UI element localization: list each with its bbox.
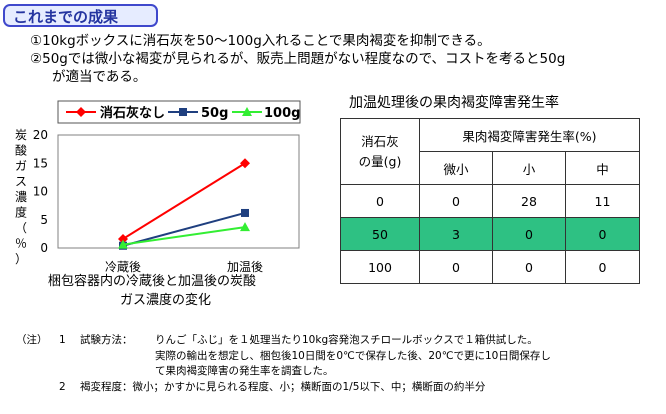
finding-2-continued: が適当である。 bbox=[52, 69, 147, 85]
table-title: 加温処理後の果肉褐変障害発生率 bbox=[349, 95, 559, 111]
finding-1: ①10kgボックスに消石灰を50～100g入れることで果肉褐変を抑制できる。 bbox=[30, 33, 491, 49]
series-group bbox=[118, 158, 250, 250]
legend-marker-100g bbox=[242, 107, 252, 116]
notes-label: （注） bbox=[16, 334, 48, 346]
y-axis-label-char: 度 bbox=[15, 205, 27, 220]
cell-value: 0 bbox=[492, 250, 566, 284]
finding-2: ②50gでは微小な褐変が見られるが、販売上問題がない程度なので、コストを考ると5… bbox=[30, 51, 566, 67]
subheader-slight: 微小 bbox=[419, 151, 493, 185]
table-row-highlighted: 50 3 0 0 bbox=[340, 217, 640, 251]
data-point bbox=[241, 208, 249, 217]
y-axis-label-char: ％ bbox=[15, 237, 27, 251]
data-point bbox=[118, 233, 128, 244]
series-line bbox=[122, 212, 246, 247]
data-point bbox=[240, 222, 250, 232]
legend-label-none: 消石灰なし bbox=[100, 105, 165, 121]
y-axis-label: 炭酸ガス濃度（ ％） bbox=[15, 128, 27, 266]
cell-amount: 100 bbox=[340, 250, 420, 284]
x-tick-label: 冷蔵後 bbox=[105, 260, 141, 274]
cell-amount: 50 bbox=[340, 217, 420, 251]
y-tick-label: 5 bbox=[40, 213, 48, 227]
cell-value: 0 bbox=[492, 217, 566, 251]
note-2-number: 2 bbox=[59, 380, 66, 393]
y-tick-label: 0 bbox=[40, 241, 48, 255]
cell-value: 11 bbox=[565, 184, 640, 218]
series-line bbox=[122, 226, 246, 246]
cell-value: 0 bbox=[565, 217, 640, 251]
table-row: 100 0 0 0 bbox=[340, 250, 640, 284]
note-2-text: 褐変程度：微小；かすかに見られる程度、小；横断面の1/5以下、中；横断面の約半分 bbox=[80, 380, 486, 393]
chart-caption-line-2: ガス濃度の変化 bbox=[120, 293, 212, 308]
amount-header: 消石灰 の量(g) bbox=[340, 118, 420, 185]
legend-marker-50g bbox=[179, 108, 187, 116]
data-point bbox=[118, 239, 128, 249]
cell-value: 28 bbox=[492, 184, 566, 218]
y-axis-label-char: 炭 bbox=[15, 128, 27, 142]
x-ticks: 冷蔵後 加温後 bbox=[105, 260, 263, 274]
x-tick-label: 加温後 bbox=[227, 260, 263, 274]
co2-line-chart: 消石灰なし 50g 100g 炭酸ガス濃度（ ％） 0 5 10 15 20 冷蔵後 加温後 bbox=[15, 100, 301, 274]
rate-header: 果肉褐変障害発生率(%) bbox=[419, 118, 640, 152]
y-axis-label-char: （ bbox=[15, 221, 27, 235]
legend-label-50g: 50g bbox=[201, 106, 228, 121]
plot-area bbox=[57, 134, 300, 249]
cell-amount: 0 bbox=[340, 184, 420, 218]
table-row: 0 0 28 11 bbox=[340, 184, 640, 218]
subheader-medium: 中 bbox=[565, 151, 640, 185]
note-1-title: 試験方法： bbox=[80, 334, 133, 346]
y-tick-label: 15 bbox=[33, 156, 48, 170]
data-point bbox=[240, 158, 250, 169]
chart-caption-line-1: 梱包容器内の冷蔵後と加温後の炭酸 bbox=[48, 274, 257, 289]
note-1-number: 1 bbox=[59, 334, 66, 346]
y-tick-label: 20 bbox=[33, 128, 48, 142]
section-title: これまでの成果 bbox=[3, 4, 158, 27]
note-1-line-3: て果肉褐変障害の発生率を調査した。 bbox=[155, 365, 334, 377]
cell-value: 3 bbox=[419, 217, 493, 251]
subheader-small: 小 bbox=[492, 151, 566, 185]
y-axis-label-char: 酸 bbox=[15, 143, 27, 158]
y-axis-label-char: ス bbox=[15, 175, 27, 189]
legend-marker-none bbox=[76, 107, 86, 117]
y-axis-label-char: ガ bbox=[15, 159, 27, 173]
note-1-line-1: りんご「ふじ」を１処理当たり10kg容発泡スチロールボックスで１箱供試した。 bbox=[155, 334, 538, 346]
y-axis-label-char: 濃 bbox=[15, 190, 27, 204]
y-ticks: 0 5 10 15 20 bbox=[33, 128, 48, 255]
note-1-line-2: 実際の輸出を想定し、梱包後10日間を0℃で保存した後、20℃で更に10日間保存し bbox=[155, 349, 551, 362]
y-axis-label-char: ） bbox=[15, 252, 27, 266]
series-line bbox=[122, 162, 246, 240]
legend-label-100g: 100g bbox=[264, 106, 300, 121]
cell-value: 0 bbox=[419, 184, 493, 218]
y-tick-label: 10 bbox=[33, 185, 48, 199]
cell-value: 0 bbox=[565, 250, 640, 284]
browning-rate-table: 消石灰 の量(g) 果肉褐変障害発生率(%) 微小 小 中 0 0 28 11 5… bbox=[340, 118, 640, 284]
cell-value: 0 bbox=[419, 250, 493, 284]
